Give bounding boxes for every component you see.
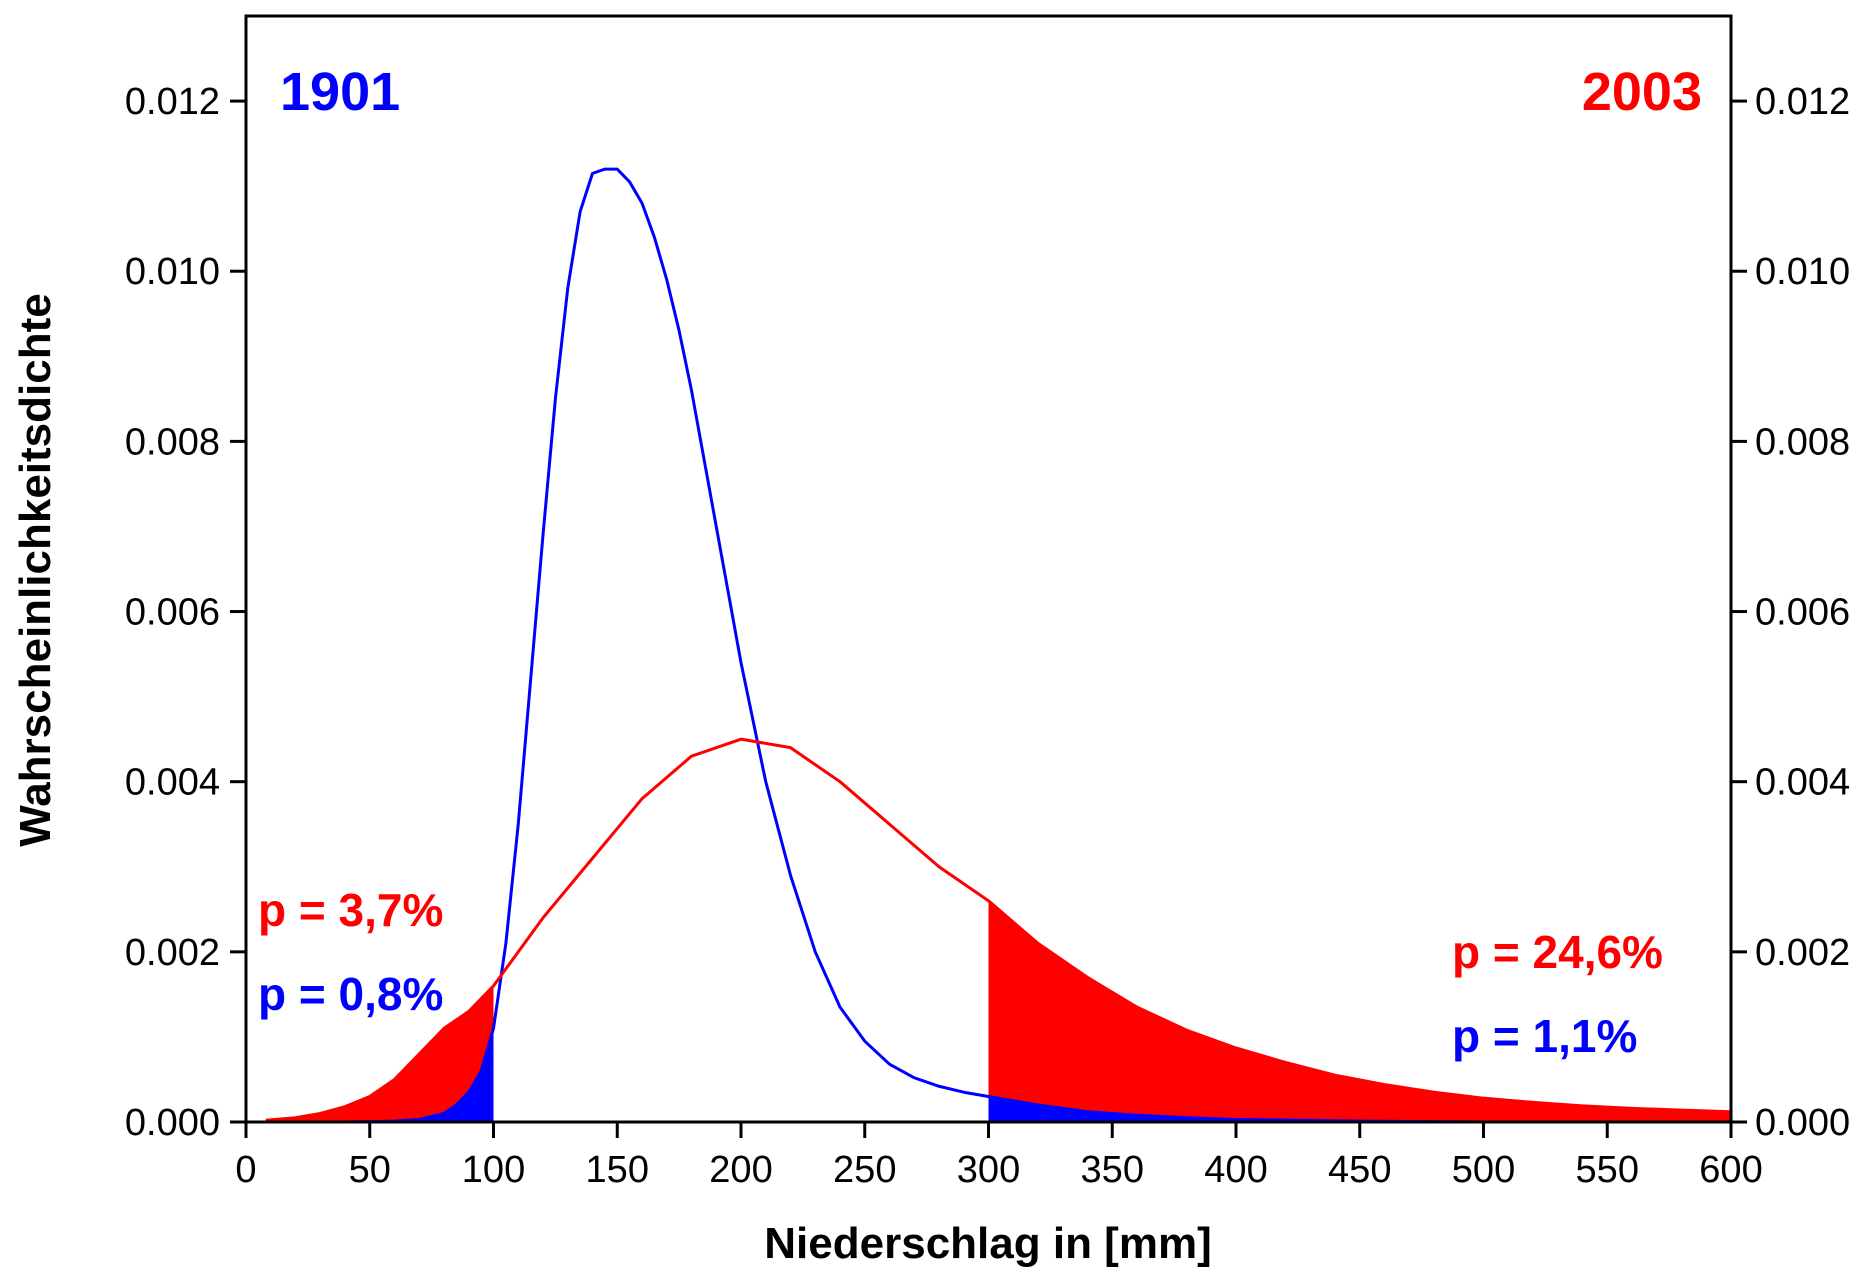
shaded-region-2003-0	[265, 985, 494, 1122]
y-tick-label-right: 0.012	[1755, 81, 1850, 123]
label-2003: 2003	[1582, 62, 1702, 122]
y-tick-label-left: 0.008	[125, 421, 220, 463]
y-tick-label-left: 0.000	[125, 1102, 220, 1144]
p-left-blue: p = 0,8%	[258, 968, 443, 1020]
y-tick-label-left: 0.012	[125, 81, 220, 123]
shaded-region-1901-3	[988, 1096, 1731, 1122]
y-tick-label-right: 0.006	[1755, 592, 1850, 634]
p-right-blue: p = 1,1%	[1452, 1010, 1637, 1062]
y-axis-title: Wahrscheinlichkeitsdichte	[11, 293, 60, 846]
y-tick-label-right: 0.002	[1755, 932, 1850, 974]
x-tick-label: 350	[1081, 1149, 1144, 1191]
x-tick-label: 550	[1576, 1149, 1639, 1191]
series-line-1901	[246, 167, 1731, 1124]
y-tick-label-left: 0.010	[125, 251, 220, 293]
x-tick-label: 250	[833, 1149, 896, 1191]
x-tick-label: 150	[586, 1149, 649, 1191]
shaded-areas	[246, 900, 1731, 1122]
x-axis: 0 50 100 150 200 250 300 350 400 450 500 550 600	[235, 1122, 1763, 1191]
label-1901: 1901	[280, 62, 400, 122]
x-tick-label: 300	[957, 1149, 1020, 1191]
shaded-region-2003-1	[988, 900, 1731, 1122]
x-tick-label: 500	[1452, 1149, 1515, 1191]
x-tick-label: 200	[709, 1149, 772, 1191]
y-axis-right: 0.000 0.002 0.004 0.006 0.008 0.010 0.012	[1731, 81, 1850, 1144]
x-tick-label: 400	[1204, 1149, 1267, 1191]
y-tick-label-right: 0.010	[1755, 251, 1850, 293]
series-line-2003	[265, 737, 1732, 1122]
y-tick-label-right: 0.004	[1755, 762, 1850, 804]
x-tick-label: 50	[349, 1149, 391, 1191]
x-axis-title: Niederschlag in [mm]	[764, 1219, 1211, 1268]
y-tick-label-left: 0.004	[125, 762, 220, 804]
x-tick-label: 100	[462, 1149, 525, 1191]
x-tick-label: 450	[1328, 1149, 1391, 1191]
p-right-red: p = 24,6%	[1452, 926, 1663, 978]
series-lines	[246, 167, 1732, 1124]
y-axis-left: 0.000 0.002 0.004 0.006 0.008 0.010 0.012	[125, 81, 246, 1144]
y-tick-label-right: 0.000	[1755, 1102, 1850, 1144]
shaded-region-1901-2	[246, 1028, 494, 1122]
x-tick-label: 600	[1699, 1149, 1762, 1191]
x-tick-label: 0	[235, 1149, 256, 1191]
y-tick-label-right: 0.008	[1755, 421, 1850, 463]
y-tick-label-left: 0.002	[125, 932, 220, 974]
p-left-red: p = 3,7%	[258, 884, 443, 936]
y-tick-label-left: 0.006	[125, 592, 220, 634]
